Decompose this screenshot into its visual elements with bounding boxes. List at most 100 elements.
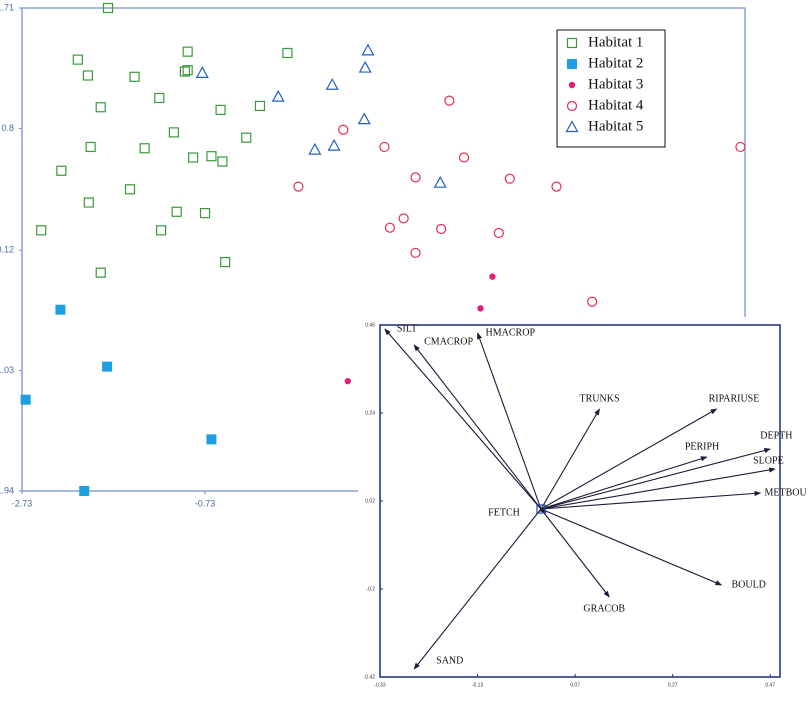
y-tick-label: -0.12 bbox=[0, 245, 14, 255]
y-tick-label: -1.03 bbox=[0, 365, 14, 375]
point bbox=[95, 102, 106, 113]
point bbox=[458, 152, 470, 163]
scatter-chart: 1.71 0.8 -0.12 -1.03 -1.94 -2.73 -0.73 Habitat … bbox=[0, 2, 746, 508]
point bbox=[220, 256, 231, 268]
vector-label: RIPARIUSE bbox=[709, 393, 760, 404]
legend-label: Habitat 2 bbox=[588, 55, 643, 71]
point bbox=[36, 225, 47, 236]
loading-vector bbox=[540, 408, 600, 510]
point bbox=[182, 46, 193, 57]
point bbox=[587, 296, 598, 307]
point bbox=[206, 151, 217, 162]
y-tick-label: -0.2 bbox=[366, 586, 375, 592]
vector-label: SAND bbox=[436, 655, 463, 666]
legend-label: Habitat 4 bbox=[588, 97, 644, 113]
y-tick-label: 0.02 bbox=[365, 498, 375, 504]
loading-vector bbox=[384, 328, 542, 510]
point bbox=[327, 138, 341, 151]
point bbox=[358, 60, 372, 73]
point bbox=[82, 70, 93, 81]
point bbox=[308, 142, 322, 155]
x-tick-label: 0.27 bbox=[668, 682, 678, 688]
y-tick-label: 0.46 bbox=[365, 322, 375, 328]
point bbox=[195, 66, 209, 78]
point bbox=[182, 65, 193, 76]
point bbox=[325, 78, 339, 90]
vector-label: DEPTH bbox=[760, 430, 792, 441]
point bbox=[129, 71, 140, 82]
point bbox=[398, 213, 409, 224]
point bbox=[493, 227, 504, 239]
point bbox=[271, 89, 285, 102]
y-tick-label: 0.24 bbox=[365, 410, 375, 416]
y-tick-label: 0.8 bbox=[1, 123, 14, 133]
legend-marker bbox=[566, 37, 578, 49]
point bbox=[410, 247, 421, 258]
legend-label: Habitat 5 bbox=[588, 118, 643, 134]
vector-label: CMACROP bbox=[424, 336, 473, 347]
vector-label: METBOU bbox=[764, 487, 807, 498]
point bbox=[504, 173, 515, 184]
x-tick-label: 0.47 bbox=[765, 682, 775, 688]
legend-label: Habitat 1 bbox=[588, 34, 643, 50]
legend-marker bbox=[568, 81, 576, 89]
point bbox=[217, 156, 228, 167]
loading-vector bbox=[540, 490, 762, 510]
point bbox=[55, 304, 66, 315]
point bbox=[124, 184, 136, 195]
y-tick-label: -1.94 bbox=[0, 485, 14, 495]
point bbox=[254, 100, 266, 112]
point bbox=[72, 54, 83, 65]
x-tick-label: -2.73 bbox=[12, 498, 33, 508]
vector-label: PERIPH bbox=[685, 441, 719, 452]
point bbox=[102, 2, 114, 14]
loading-vector bbox=[540, 447, 771, 510]
point bbox=[489, 273, 496, 280]
point bbox=[477, 305, 484, 312]
point bbox=[436, 223, 447, 235]
point bbox=[293, 181, 304, 192]
vector-label: SLOPE bbox=[753, 455, 784, 466]
point bbox=[139, 143, 150, 154]
point bbox=[156, 225, 167, 236]
vector-label: BOULD bbox=[731, 579, 765, 590]
point bbox=[361, 43, 375, 56]
point bbox=[735, 141, 746, 153]
loading-vector bbox=[540, 467, 776, 510]
vector-label: FETCH bbox=[488, 507, 520, 518]
point bbox=[199, 208, 211, 219]
point bbox=[171, 206, 182, 217]
point bbox=[379, 141, 390, 153]
loading-vector bbox=[477, 332, 542, 510]
point bbox=[56, 165, 67, 176]
point bbox=[168, 127, 180, 138]
legend-marker bbox=[565, 120, 579, 133]
point bbox=[20, 394, 31, 405]
x-tick-label: 0.07 bbox=[570, 682, 580, 688]
inset-background bbox=[358, 317, 790, 699]
legend-marker bbox=[567, 59, 577, 69]
point bbox=[410, 172, 421, 183]
origin-marker bbox=[536, 504, 546, 514]
point bbox=[215, 104, 226, 115]
x-tick-label: -0.73 bbox=[195, 498, 216, 508]
point bbox=[179, 66, 191, 77]
loading-vector bbox=[540, 508, 610, 598]
point bbox=[338, 124, 349, 135]
point bbox=[206, 434, 217, 445]
biplot-chart: 0.46 0.24 0.02 -0.2 -0.42 -0.33 -0.13 0.07 0.27 0… bbox=[358, 317, 807, 699]
point bbox=[282, 47, 293, 59]
point bbox=[357, 112, 371, 125]
point bbox=[95, 267, 106, 278]
point bbox=[551, 181, 562, 192]
x-tick-label: -0.33 bbox=[374, 682, 386, 688]
loading-vector bbox=[540, 456, 708, 510]
vector-label: HMACROP bbox=[486, 327, 536, 338]
point bbox=[444, 95, 455, 106]
y-tick-label: 1.71 bbox=[0, 2, 14, 12]
point bbox=[79, 486, 90, 496]
point bbox=[102, 361, 113, 372]
loading-vector bbox=[540, 508, 723, 586]
point bbox=[188, 152, 199, 163]
